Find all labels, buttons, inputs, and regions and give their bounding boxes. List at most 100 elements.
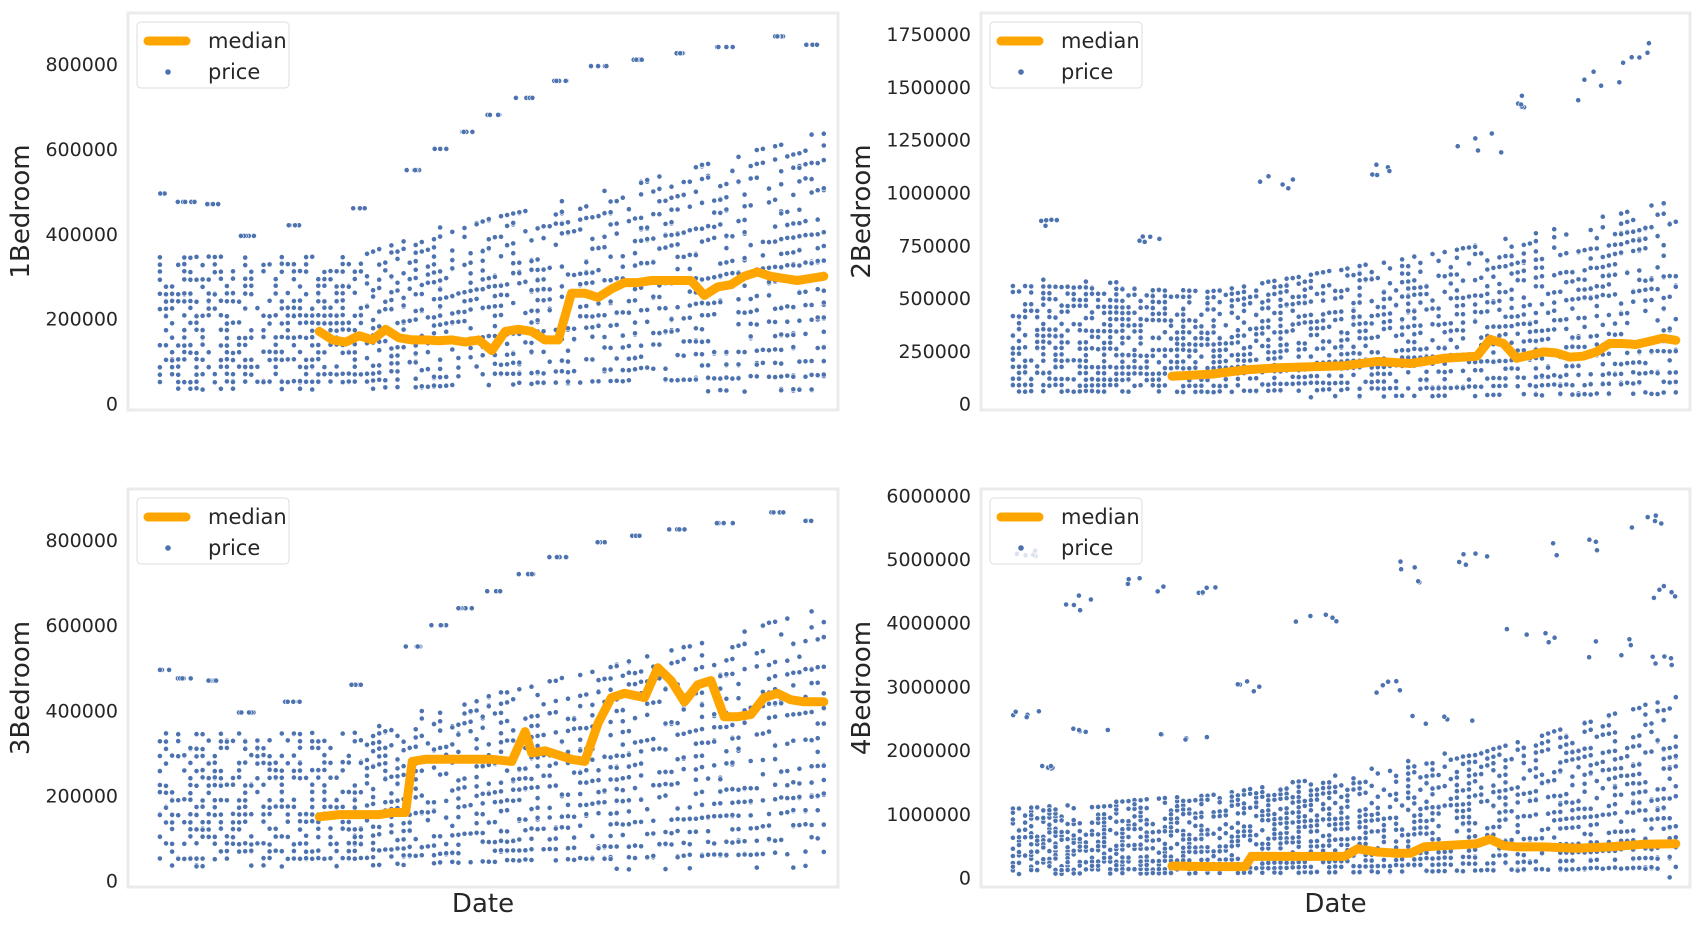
price-point (608, 676, 613, 681)
price-point (803, 822, 808, 827)
price-point (1576, 316, 1581, 321)
price-point (224, 379, 229, 384)
price-point (687, 842, 692, 847)
price-point (456, 860, 461, 865)
price-point (1235, 376, 1240, 381)
price-point (205, 202, 210, 207)
price-point (1533, 310, 1538, 315)
price-point (498, 838, 503, 843)
price-point (1552, 308, 1557, 313)
price-point (1606, 391, 1611, 396)
price-point (395, 345, 400, 350)
price-point (511, 261, 516, 266)
price-point (377, 262, 382, 267)
price-point (687, 866, 692, 871)
price-point (572, 369, 577, 374)
price-point (1193, 342, 1198, 347)
price-point (1205, 342, 1210, 347)
price-point (1029, 382, 1034, 387)
price-point (1278, 336, 1283, 341)
price-point (1096, 335, 1101, 340)
price-point (1521, 321, 1526, 326)
price-point (1077, 383, 1082, 388)
price-point (450, 859, 455, 864)
price-point (505, 352, 510, 357)
price-point (401, 846, 406, 851)
price-point (1558, 374, 1563, 379)
price-point (775, 34, 780, 39)
price-point (1175, 389, 1180, 394)
price-point (1466, 261, 1471, 266)
price-point (1108, 317, 1113, 322)
price-point (438, 745, 443, 750)
price-point (1436, 314, 1441, 319)
price-point (1527, 302, 1532, 307)
price-point (1509, 254, 1514, 259)
price-point (498, 214, 503, 219)
price-point (693, 829, 698, 834)
price-point (779, 332, 784, 337)
price-point (218, 327, 223, 332)
price-point (639, 225, 644, 230)
price-point (1083, 340, 1088, 345)
price-point (304, 335, 309, 340)
price-point (1631, 217, 1636, 222)
price-point (346, 819, 351, 824)
price-point (712, 210, 717, 215)
price-point (766, 729, 771, 734)
price-point (383, 339, 388, 344)
price-point (1661, 211, 1666, 216)
price-point (1041, 345, 1046, 350)
price-point (1649, 297, 1654, 302)
price-point (791, 712, 796, 717)
price-point (1643, 371, 1648, 376)
price-point (639, 679, 644, 684)
price-point (779, 142, 784, 147)
price-point (706, 389, 711, 394)
price-point (1673, 370, 1678, 375)
price-point (718, 222, 723, 227)
price-point (224, 336, 229, 341)
price-point (639, 192, 644, 197)
price-point (809, 738, 814, 743)
price-point (1266, 279, 1271, 284)
price-point (821, 777, 826, 782)
price-point (486, 284, 491, 289)
price-point (407, 745, 412, 750)
price-point (1059, 358, 1064, 363)
price-point (1302, 287, 1307, 292)
price-point (602, 334, 607, 339)
price-point (1619, 211, 1624, 216)
price-point (1181, 342, 1186, 347)
price-point (346, 371, 351, 376)
price-point (1631, 229, 1636, 234)
price-point (438, 278, 443, 283)
price-point (1430, 306, 1435, 311)
price-point (1466, 245, 1471, 250)
price-point (1162, 318, 1167, 323)
price-point (1044, 218, 1049, 223)
price-point (419, 716, 424, 721)
price-point (425, 350, 430, 355)
price-point (1612, 242, 1617, 247)
price-point (474, 821, 479, 826)
price-point (1442, 330, 1447, 335)
price-point (157, 277, 162, 282)
price-point (1059, 382, 1064, 387)
price-point (1278, 310, 1283, 315)
price-point (1132, 371, 1137, 376)
price-point (572, 326, 577, 331)
price-point (578, 380, 583, 385)
price-point (1089, 388, 1094, 393)
price-point (699, 277, 704, 282)
price-point (754, 786, 759, 791)
price-point (590, 669, 595, 674)
price-point (675, 254, 680, 259)
price-point (1667, 222, 1672, 227)
price-point (468, 709, 473, 714)
price-point (1156, 347, 1161, 352)
price-point (742, 629, 747, 634)
price-point (712, 663, 717, 668)
price-point (699, 200, 704, 205)
price-point (779, 182, 784, 187)
